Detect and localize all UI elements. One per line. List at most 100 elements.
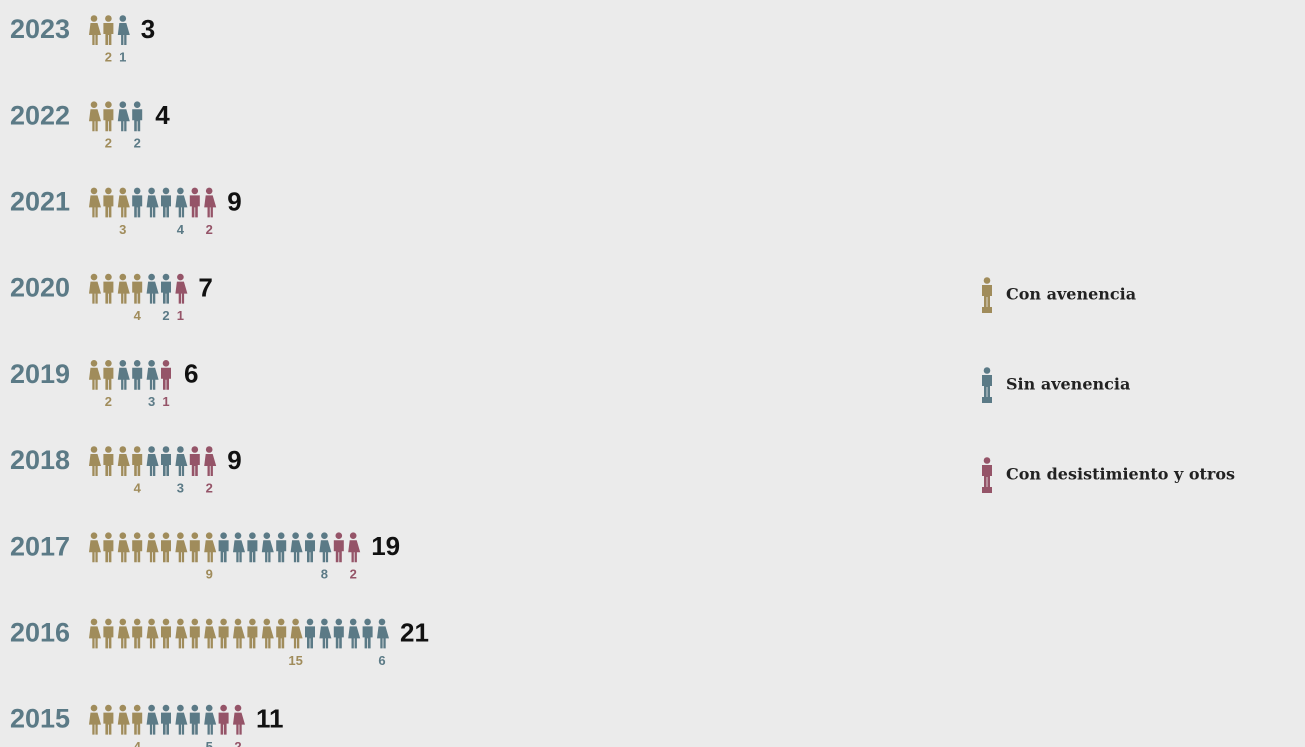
person-icon bbox=[117, 446, 130, 476]
icon-body bbox=[261, 626, 274, 649]
icon-body bbox=[189, 626, 200, 649]
icon-head bbox=[133, 532, 141, 539]
icon-body bbox=[146, 712, 159, 735]
legend-label: Sin avenencia bbox=[1006, 375, 1130, 394]
icon-body bbox=[103, 195, 114, 218]
icon-head bbox=[378, 618, 386, 626]
icon-head bbox=[90, 15, 98, 22]
count-label: 1 bbox=[119, 49, 126, 64]
icon-head bbox=[177, 618, 184, 626]
person-icon bbox=[276, 532, 287, 563]
person-icon bbox=[175, 187, 188, 218]
icon-head bbox=[133, 704, 141, 712]
person-icon bbox=[103, 704, 114, 735]
icon-body bbox=[88, 454, 101, 476]
icon-head bbox=[90, 101, 98, 108]
icon-head bbox=[335, 532, 343, 539]
icon-body bbox=[88, 23, 101, 45]
icon-head bbox=[983, 277, 991, 284]
icon-body bbox=[103, 712, 114, 735]
total-label: 7 bbox=[198, 272, 212, 302]
count-label: 2 bbox=[105, 49, 112, 64]
total-label: 11 bbox=[256, 703, 284, 733]
icon-body bbox=[132, 626, 143, 649]
person-icon bbox=[88, 15, 101, 45]
icon-head bbox=[105, 15, 112, 22]
icon-head bbox=[277, 618, 285, 626]
icon-body bbox=[232, 540, 245, 563]
icon-body bbox=[189, 712, 200, 735]
icon-head bbox=[148, 618, 155, 626]
icon-body bbox=[160, 195, 171, 218]
icon-head bbox=[133, 101, 141, 108]
icon-head bbox=[162, 704, 170, 712]
person-icon bbox=[103, 15, 114, 45]
person-icon bbox=[132, 446, 143, 476]
person-icon bbox=[247, 532, 258, 563]
person-icon bbox=[132, 187, 143, 218]
person-icon bbox=[189, 187, 200, 218]
person-icon bbox=[204, 618, 217, 649]
year-label: 2015 bbox=[10, 704, 70, 734]
icon-head bbox=[119, 618, 127, 626]
icon-body bbox=[204, 712, 217, 735]
icon-head bbox=[119, 532, 127, 539]
year-label: 2019 bbox=[10, 359, 70, 389]
person-icon bbox=[160, 187, 171, 218]
icon-head bbox=[220, 618, 227, 626]
icon-body bbox=[132, 109, 143, 132]
person-icon bbox=[377, 618, 389, 649]
person-icon bbox=[88, 273, 101, 304]
count-label: 4 bbox=[134, 739, 142, 747]
person-icon bbox=[189, 704, 200, 735]
icon-body bbox=[88, 626, 101, 649]
icon-body bbox=[88, 281, 101, 304]
icon-head bbox=[162, 532, 170, 539]
year-label: 2021 bbox=[10, 187, 70, 217]
icon-head bbox=[119, 446, 127, 453]
icon-head bbox=[105, 273, 112, 281]
person-icon bbox=[175, 618, 188, 649]
legend-leg-extend bbox=[982, 397, 992, 403]
person-icon bbox=[103, 446, 114, 476]
icon-body bbox=[204, 626, 217, 649]
icon-body bbox=[218, 626, 229, 649]
icon-head bbox=[263, 532, 271, 539]
icon-head bbox=[205, 446, 213, 453]
count-label: 2 bbox=[105, 394, 112, 409]
icon-body bbox=[377, 626, 389, 649]
icon-body bbox=[160, 626, 171, 649]
icon-body bbox=[88, 712, 101, 735]
icon-body bbox=[232, 626, 245, 649]
icon-body bbox=[146, 281, 159, 304]
person-icon bbox=[160, 446, 171, 476]
icon-head bbox=[119, 101, 127, 108]
icon-head bbox=[90, 360, 98, 367]
icon-head bbox=[105, 704, 112, 712]
count-label: 2 bbox=[105, 136, 112, 151]
total-label: 9 bbox=[227, 445, 241, 475]
icon-head bbox=[90, 704, 98, 712]
icon-body bbox=[117, 626, 130, 649]
icon-body bbox=[175, 454, 188, 476]
person-icon bbox=[982, 367, 992, 397]
year-label: 2017 bbox=[10, 531, 70, 561]
icon-body bbox=[333, 540, 344, 563]
icon-head bbox=[105, 618, 112, 626]
icon-body bbox=[160, 454, 171, 476]
icon-head bbox=[105, 187, 112, 195]
year-label: 2023 bbox=[10, 14, 70, 44]
person-icon bbox=[204, 446, 217, 476]
icon-head bbox=[90, 187, 98, 195]
icon-body bbox=[218, 540, 229, 563]
person-icon bbox=[305, 532, 315, 563]
person-icon bbox=[132, 704, 143, 735]
icon-head bbox=[133, 446, 141, 453]
icon-body bbox=[982, 375, 992, 397]
count-label: 3 bbox=[119, 222, 126, 237]
icon-head bbox=[191, 532, 199, 539]
icon-body bbox=[276, 540, 287, 563]
person-icon bbox=[218, 704, 229, 735]
icon-body bbox=[132, 367, 143, 390]
person-icon bbox=[132, 618, 143, 649]
